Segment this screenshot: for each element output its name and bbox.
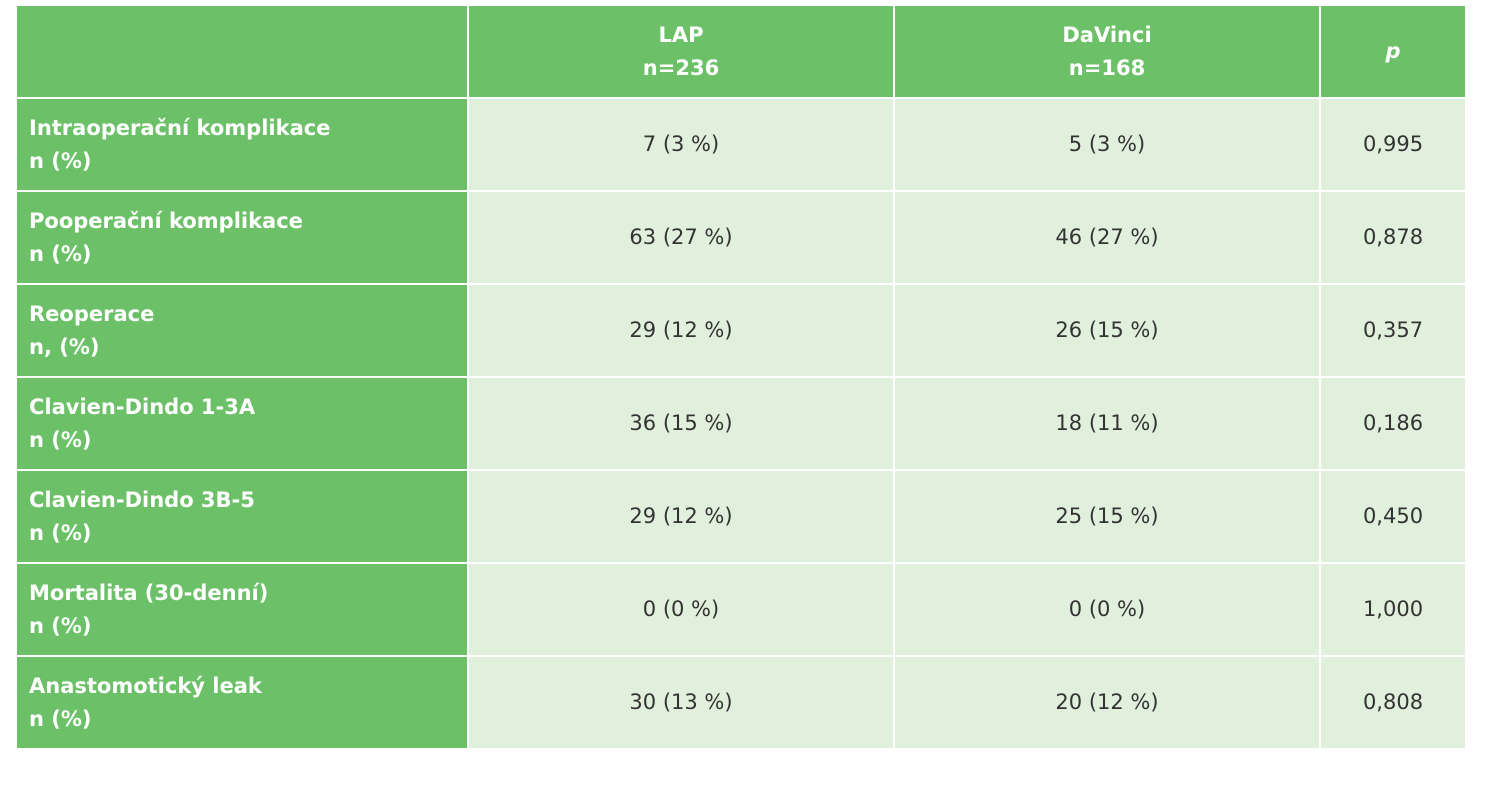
row-label-cell: Pooperační komplikace n (%) (15, 190, 469, 285)
value-cell: 0,450 (1319, 469, 1467, 564)
value-cell: 18 (11 %) (893, 376, 1321, 471)
value-cell: 5 (3 %) (893, 97, 1321, 192)
table-row: Clavien-Dindo 3B-5 n (%) 29 (12 %) 25 (15 %… (15, 469, 1467, 564)
value-cell: 0,357 (1319, 283, 1467, 378)
row-label: Mortalita (30-denní) (29, 580, 269, 605)
value-cell: 46 (27 %) (893, 190, 1321, 285)
value-cell: 20 (12 %) (893, 655, 1321, 750)
value-cell: 0 (0 %) (467, 562, 895, 657)
column-name: p (1385, 39, 1401, 63)
column-count: n=236 (642, 55, 720, 80)
value-cell: 0,186 (1319, 376, 1467, 471)
column-header: DaVinci n=168 (893, 4, 1321, 99)
row-label: Anastomotický leak (29, 673, 262, 698)
value-cell: 0 (0 %) (893, 562, 1321, 657)
row-sublabel: n (%) (29, 520, 92, 545)
corner-cell (15, 4, 469, 99)
row-label-cell: Intraoperační komplikace n (%) (15, 97, 469, 192)
column-header: LAP n=236 (467, 4, 895, 99)
row-label-cell: Clavien-Dindo 1-3A n (%) (15, 376, 469, 471)
row-sublabel: n, (%) (29, 334, 100, 359)
table-row: Anastomotický leak n (%) 30 (13 %) 20 (12 %… (15, 655, 1467, 750)
row-sublabel: n (%) (29, 148, 92, 173)
column-name: DaVinci (1062, 22, 1152, 47)
table-row: Intraoperační komplikace n (%) 7 (3 %) 5 (3… (15, 97, 1467, 192)
value-cell: 63 (27 %) (467, 190, 895, 285)
row-label: Pooperační komplikace (29, 208, 303, 233)
value-cell: 26 (15 %) (893, 283, 1321, 378)
value-cell: 25 (15 %) (893, 469, 1321, 564)
value-cell: 7 (3 %) (467, 97, 895, 192)
row-label-cell: Reoperace n, (%) (15, 283, 469, 378)
row-sublabel: n (%) (29, 427, 92, 452)
row-label-cell: Clavien-Dindo 3B-5 n (%) (15, 469, 469, 564)
table-row: Reoperace n, (%) 29 (12 %) 26 (15 %) 0,357 (15, 283, 1467, 378)
row-label: Intraoperační komplikace (29, 115, 331, 140)
value-cell: 1,000 (1319, 562, 1467, 657)
value-cell: 0,878 (1319, 190, 1467, 285)
row-sublabel: n (%) (29, 706, 92, 731)
row-sublabel: n (%) (29, 613, 92, 638)
value-cell: 29 (12 %) (467, 469, 895, 564)
value-cell: 0,808 (1319, 655, 1467, 750)
row-label-cell: Mortalita (30-denní) n (%) (15, 562, 469, 657)
column-name: LAP (658, 22, 704, 47)
table-row: Clavien-Dindo 1-3A n (%) 36 (15 %) 18 (11 %… (15, 376, 1467, 471)
row-label: Clavien-Dindo 1-3A (29, 394, 256, 419)
column-count: n=168 (1068, 55, 1146, 80)
value-cell: 29 (12 %) (467, 283, 895, 378)
value-cell: 36 (15 %) (467, 376, 895, 471)
table-row: Mortalita (30-denní) n (%) 0 (0 %) 0 (0 %) 1… (15, 562, 1467, 657)
header-row: LAP n=236 DaVinci n=168 p (15, 4, 1467, 99)
value-cell: 0,995 (1319, 97, 1467, 192)
row-sublabel: n (%) (29, 241, 92, 266)
row-label-cell: Anastomotický leak n (%) (15, 655, 469, 750)
table-row: Pooperační komplikace n (%) 63 (27 %) 46 (2… (15, 190, 1467, 285)
column-header: p (1319, 4, 1467, 99)
results-table: LAP n=236 DaVinci n=168 p Intraoperační komp… (15, 4, 1467, 750)
value-cell: 30 (13 %) (467, 655, 895, 750)
row-label: Clavien-Dindo 3B-5 (29, 487, 255, 512)
row-label: Reoperace (29, 301, 155, 326)
